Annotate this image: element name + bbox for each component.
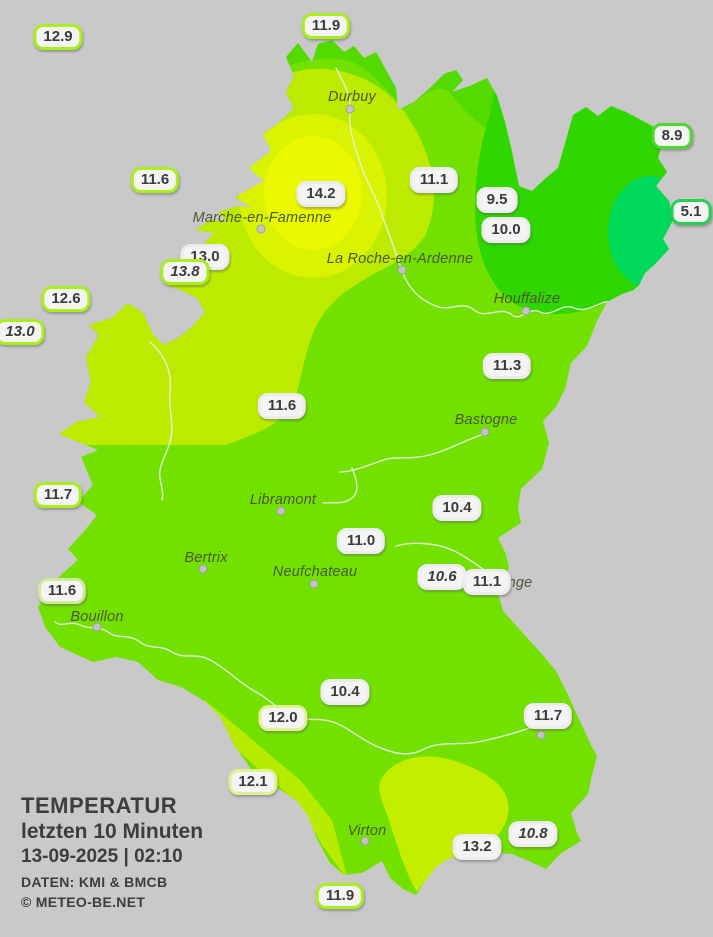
temp-badge: 11.1: [462, 569, 512, 595]
river-semois-bouillon: [54, 621, 257, 693]
contour-southwest-band: [198, 700, 348, 880]
city-label: La Roche-en-Ardenne: [326, 251, 474, 267]
city-dot: [397, 265, 407, 275]
temp-badge: 12.0: [258, 705, 308, 731]
temp-badge: 11.3: [482, 353, 532, 379]
copyright-line: © METEO-BE.NET: [21, 894, 146, 910]
city-label: Libramont: [249, 492, 317, 508]
temp-badge: 11.0: [336, 528, 386, 554]
temp-badge: 10.0: [481, 217, 531, 243]
map-title: TEMPERATUR: [21, 793, 178, 818]
city-label: Marche-en-Famenne: [192, 210, 332, 226]
temp-badge: 11.7: [523, 703, 573, 729]
temp-badge: 14.2: [296, 181, 346, 207]
city-label: Houffalize: [493, 291, 561, 307]
city-dot: [480, 427, 490, 437]
contour-emerald-spot: [608, 176, 673, 288]
city-dot: [345, 104, 355, 114]
contour-south-warm: [379, 756, 509, 892]
data-source-line: DATEN: KMI & BMCB: [21, 874, 168, 890]
temp-badge: 12.9: [33, 24, 83, 50]
city-dot: [276, 506, 286, 516]
contour-cold-northeast: [475, 55, 673, 315]
city-label: Bouillon: [70, 609, 124, 625]
city-dot: [198, 564, 208, 574]
temp-badge: 8.9: [651, 123, 693, 149]
temp-badge: 13.8: [160, 259, 210, 285]
temp-badge: 13.2: [452, 834, 502, 860]
map-subtitle: letzten 10 Minuten: [21, 820, 204, 843]
temp-badge: 12.1: [228, 769, 278, 795]
temp-badge: 9.5: [476, 187, 518, 213]
river-libramont-stream: [322, 467, 358, 504]
city-dot: [256, 224, 266, 234]
river-lesse: [149, 341, 173, 501]
city-label: Neufchateau: [272, 564, 358, 580]
city-label: Virton: [347, 823, 387, 839]
title-block: TEMPERATUR letzten 10 Minuten 13-09-2025…: [21, 792, 203, 912]
temp-badge: 11.7: [33, 482, 83, 508]
city-label: nge: [507, 575, 533, 591]
temp-badge: 11.6: [37, 578, 87, 604]
river-bastogne-stream: [339, 433, 485, 473]
temp-badge: 11.6: [257, 393, 307, 419]
city-dot: [92, 622, 102, 632]
temp-badge: 12.6: [41, 286, 91, 312]
temp-badge: 10.6: [417, 564, 467, 590]
temp-badge: 13.0: [0, 319, 45, 345]
city-label: Bastogne: [454, 412, 518, 428]
temp-badge: 10.4: [320, 679, 370, 705]
map-datetime: 13-09-2025 | 02:10: [21, 846, 183, 867]
city-label: Durbuy: [328, 89, 376, 105]
temp-badge: 5.1: [670, 199, 712, 225]
temp-badge: 10.8: [508, 821, 558, 847]
river-ourthe: [335, 67, 659, 318]
city-label: Bertrix: [184, 550, 228, 566]
city-dot: [521, 306, 531, 316]
city-dot: [309, 579, 319, 589]
temp-badge: 11.9: [301, 13, 351, 39]
temp-badge: 11.1: [409, 167, 459, 193]
city-dot: [360, 836, 370, 846]
temp-badge: 10.4: [432, 495, 482, 521]
city-dot: [536, 730, 546, 740]
temp-badge: 11.6: [130, 167, 180, 193]
temp-badge: 11.9: [315, 883, 365, 909]
